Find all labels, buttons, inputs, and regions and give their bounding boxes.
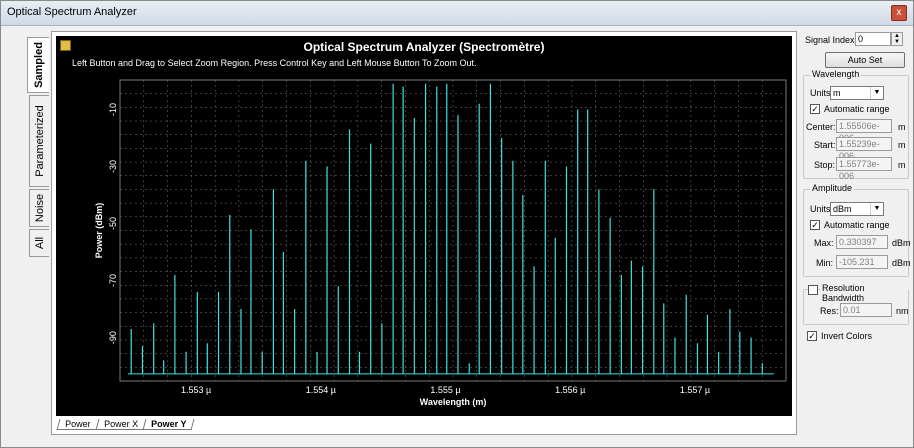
- amplitude-units-value: dBm: [833, 204, 852, 214]
- center-unit: m: [898, 122, 906, 132]
- stop-unit: m: [898, 160, 906, 170]
- signal-index-input[interactable]: 0: [855, 32, 891, 46]
- x-tick-label: 1.555 µ: [430, 385, 460, 395]
- auto-set-button[interactable]: Auto Set: [825, 52, 905, 68]
- resolution-group: Resolution Bandwidth Res: 0.01 nm: [803, 283, 909, 325]
- y-axis-label: Power (dBm): [94, 203, 104, 259]
- tab-power-y[interactable]: Power Y: [142, 419, 195, 430]
- tab-power-y-label: Power Y: [150, 419, 187, 429]
- window-title: Optical Spectrum Analyzer: [7, 6, 137, 18]
- tab-power-x[interactable]: Power X: [95, 419, 147, 430]
- start-field[interactable]: 1.55239e-006: [836, 137, 892, 161]
- chevron-down-icon: ▼: [870, 203, 883, 215]
- app-logo-icon: [60, 40, 71, 51]
- res-unit: nm: [896, 306, 909, 316]
- plot-title: Optical Spectrum Analyzer (Spectromètre): [303, 40, 545, 54]
- resolution-legend: Resolution Bandwidth: [820, 283, 908, 303]
- signal-index-spinner[interactable]: ▲ ▼: [891, 32, 903, 46]
- y-tick-label: -50: [108, 217, 118, 230]
- x-tick-label: 1.556 µ: [555, 385, 585, 395]
- amplitude-units-label: Units:: [810, 204, 834, 214]
- min-label: Min:: [816, 258, 834, 268]
- amplitude-group: Amplitude Units: dBm ▼ ✓ Automatic range…: [803, 183, 911, 277]
- amplitude-auto-range-checkbox[interactable]: ✓: [810, 220, 820, 230]
- bottom-tab-strip: Power Power X Power Y: [56, 418, 195, 432]
- tab-noise[interactable]: Noise: [29, 189, 49, 227]
- tab-all-label: All: [33, 236, 46, 250]
- start-label: Start:: [814, 140, 836, 150]
- x-tick-label: 1.553 µ: [181, 385, 211, 395]
- spectrum-chart[interactable]: -10 -30 -50 -70 -90 1.553 µ 1.554 µ 1.555 µ 1.55…: [56, 36, 792, 416]
- tab-sampled[interactable]: Sampled: [27, 37, 49, 93]
- res-field[interactable]: 0.01: [840, 303, 892, 317]
- res-label: Res:: [820, 306, 839, 316]
- signal-index-label: Signal Index:: [805, 35, 858, 45]
- y-tick-label: -30: [108, 160, 118, 173]
- tab-parameterized-label: Parameterized: [33, 105, 46, 177]
- x-tick-label: 1.554 µ: [306, 385, 336, 395]
- wavelength-auto-range-checkbox[interactable]: ✓: [810, 104, 820, 114]
- tab-noise-label: Noise: [33, 193, 46, 223]
- min-unit: dBm: [892, 258, 911, 268]
- tab-power-x-label: Power X: [103, 419, 138, 429]
- max-unit: dBm: [892, 238, 911, 248]
- center-label: Center:: [806, 122, 836, 132]
- client-area: Sampled Parameterized Noise All -10 -30 -5…: [5, 27, 911, 445]
- chevron-down-icon: ▼: [870, 87, 883, 99]
- stop-label: Stop:: [814, 160, 836, 170]
- amplitude-auto-range-label: Automatic range: [824, 220, 890, 230]
- min-field[interactable]: -105.231: [836, 255, 888, 269]
- wavelength-units-value: m: [833, 88, 841, 98]
- max-field[interactable]: 0.330397: [836, 235, 888, 249]
- wavelength-units-label: Units:: [810, 88, 834, 98]
- title-bar[interactable]: Optical Spectrum Analyzer x: [1, 1, 913, 26]
- invert-colors-checkbox[interactable]: ✓: [807, 331, 817, 341]
- y-tick-label: -90: [108, 331, 118, 344]
- x-tick-label: 1.557 µ: [680, 385, 710, 395]
- tab-sampled-label: Sampled: [32, 42, 45, 88]
- y-tick-label: -10: [108, 103, 118, 116]
- close-icon[interactable]: x: [891, 5, 907, 21]
- tab-parameterized[interactable]: Parameterized: [29, 95, 49, 187]
- wavelength-group: Wavelength Units: m ▼ ✓ Automatic range …: [803, 69, 909, 181]
- plot-area[interactable]: -10 -30 -50 -70 -90 1.553 µ 1.554 µ 1.555 µ 1.55…: [56, 36, 792, 416]
- plot-panel: -10 -30 -50 -70 -90 1.553 µ 1.554 µ 1.555 µ 1.55…: [51, 31, 797, 435]
- settings-panel: Signal Index: 0 ▲ ▼ Auto Set Wavelength U…: [801, 27, 911, 445]
- resolution-checkbox[interactable]: [808, 285, 818, 295]
- invert-colors-label: Invert Colors: [821, 331, 873, 341]
- wavelength-auto-range-label: Automatic range: [824, 104, 890, 114]
- amplitude-units-select[interactable]: dBm ▼: [830, 202, 884, 216]
- stop-field[interactable]: 1.55773e-006: [836, 157, 892, 181]
- start-unit: m: [898, 140, 906, 150]
- side-tab-strip: Sampled Parameterized Noise All: [27, 37, 51, 437]
- wavelength-units-select[interactable]: m ▼: [830, 86, 884, 100]
- wavelength-legend: Wavelength: [810, 69, 862, 79]
- x-axis-label: Wavelength (m): [420, 397, 487, 407]
- amplitude-legend: Amplitude: [810, 183, 855, 193]
- tab-all[interactable]: All: [29, 229, 49, 257]
- tab-power[interactable]: Power: [56, 419, 99, 430]
- center-field[interactable]: 1.55506e-006: [836, 119, 892, 143]
- tab-power-label: Power: [65, 419, 91, 429]
- plot-hint: Left Button and Drag to Select Zoom Regi…: [72, 58, 477, 68]
- y-tick-label: -70: [108, 274, 118, 287]
- max-label: Max:: [814, 238, 834, 248]
